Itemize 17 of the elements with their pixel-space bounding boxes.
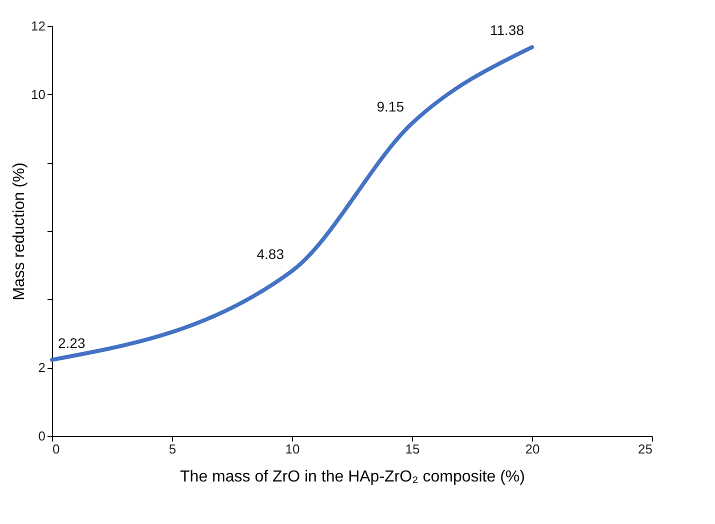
- y-axis-title: Mass reduction (%): [11, 162, 28, 300]
- y-tick-label: 10: [31, 86, 46, 102]
- x-tick-label: 5: [168, 442, 176, 456]
- x-tick-label: 20: [525, 442, 540, 456]
- data-label: 2.23: [58, 334, 86, 351]
- x-axis-title: The mass of ZrO in the HAp-ZrO₂ composite (%): [180, 468, 525, 486]
- y-tick-label: 12: [31, 18, 46, 34]
- x-tick-label: 25: [638, 442, 652, 456]
- y-tick-label: 2: [38, 360, 46, 376]
- x-tick-label: 0: [52, 442, 60, 456]
- x-tick-label: 10: [285, 442, 300, 456]
- data-label: 11.38: [490, 22, 524, 38]
- data-label: 9.15: [376, 98, 404, 114]
- x-tick-label: 15: [405, 442, 420, 456]
- data-label: 4.83: [256, 246, 284, 262]
- line-series: [50, 45, 534, 362]
- y-tick-label: 0: [38, 428, 46, 444]
